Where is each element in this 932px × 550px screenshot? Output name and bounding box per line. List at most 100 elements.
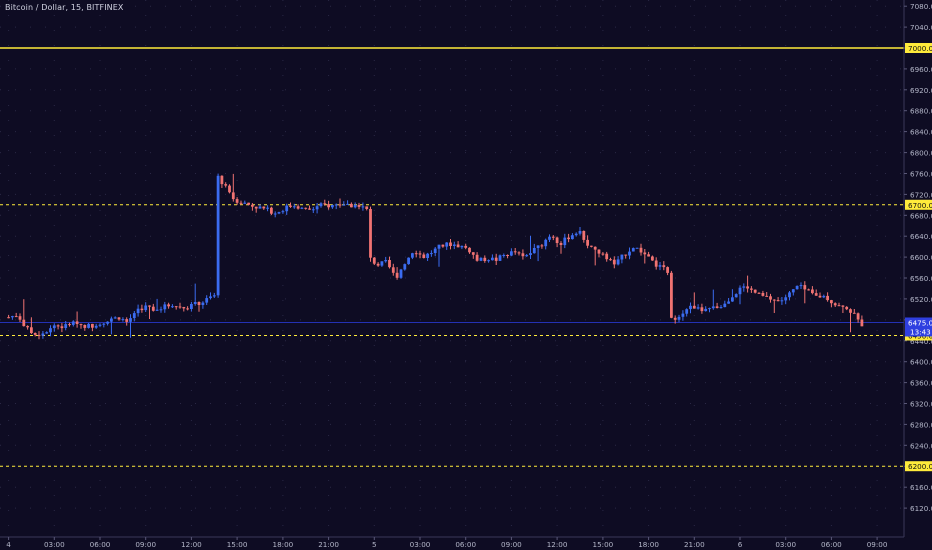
candle-body	[788, 292, 791, 298]
candle-body	[235, 199, 239, 203]
candle-body	[532, 248, 536, 254]
candle-body	[578, 231, 582, 234]
candle-body	[110, 318, 113, 322]
candle-body	[369, 209, 372, 258]
candle-body	[407, 257, 410, 265]
candle-body	[186, 308, 189, 310]
candle-body	[563, 237, 567, 246]
candle-body	[475, 254, 479, 261]
candle-body	[129, 318, 132, 322]
candle-body	[845, 306, 849, 310]
candle-body	[251, 204, 254, 207]
candle-body	[799, 285, 803, 287]
candle-body	[814, 293, 818, 296]
candle-body	[262, 206, 266, 209]
candlestick-series	[7, 173, 864, 340]
time-tick-label: 5	[372, 540, 377, 549]
time-tick-label: 15:00	[593, 540, 614, 549]
candle-body	[536, 245, 540, 248]
level-label-bg	[905, 461, 932, 472]
candle-body	[860, 319, 864, 327]
price-tick-label: 6760.0	[910, 170, 932, 179]
candle-body	[719, 307, 723, 309]
candle-body	[487, 260, 490, 262]
time-tick-label: 6	[738, 540, 743, 549]
candle-body	[689, 305, 692, 310]
candle-body	[654, 260, 658, 267]
candle-body	[315, 206, 319, 210]
price-tick-label: 6720.0	[910, 190, 932, 199]
time-axis[interactable]: 4 03:00 06:00 09:00 12:00 15:00 18:00 21:00 5 03:…	[6, 537, 888, 549]
candle-body	[639, 247, 643, 253]
candle-body	[746, 286, 749, 289]
candle-body	[723, 303, 727, 308]
candle-body	[750, 288, 753, 290]
price-tick-label: 6560.0	[910, 274, 932, 283]
candle-body	[647, 254, 650, 257]
current-price-label: 6475.0	[908, 319, 932, 328]
candle-body	[132, 313, 136, 319]
candle-body	[231, 192, 235, 200]
price-tick-label: 7080.0	[910, 2, 932, 11]
candle-body	[738, 287, 742, 295]
time-tick-label: 09:00	[501, 540, 522, 549]
candle-body	[197, 302, 201, 305]
candle-body	[331, 205, 334, 208]
candle-body	[113, 317, 117, 319]
level-label-bg	[905, 43, 932, 53]
candle-body	[559, 243, 563, 245]
candle-body	[666, 267, 669, 273]
candle-body	[18, 316, 22, 320]
candle-body	[136, 308, 140, 314]
candle-body	[734, 294, 738, 298]
candle-body	[609, 259, 612, 261]
candle-body	[677, 316, 681, 320]
candle-body	[624, 254, 628, 256]
candle-body	[37, 334, 41, 336]
candle-body	[190, 304, 193, 309]
candle-body	[140, 308, 144, 311]
candle-body	[125, 319, 129, 322]
candle-body	[555, 237, 559, 243]
candle-body	[338, 204, 342, 206]
time-tick-label: 06:00	[90, 540, 111, 549]
candle-body	[159, 309, 163, 311]
time-tick-label: 4	[6, 540, 11, 549]
candle-body	[144, 305, 148, 311]
price-tick-label: 6520.0	[910, 295, 932, 304]
candle-body	[14, 316, 18, 318]
candle-body	[228, 185, 231, 193]
price-tick-label: 6640.0	[910, 232, 932, 241]
candle-body	[841, 305, 845, 307]
candle-body	[220, 175, 224, 185]
candle-body	[471, 252, 475, 255]
candle-body	[780, 300, 784, 302]
candle-body	[498, 255, 502, 261]
candle-body	[83, 325, 87, 328]
candle-body	[468, 247, 471, 253]
candle-body	[605, 253, 609, 260]
candle-body	[308, 208, 311, 210]
candle-body	[449, 242, 452, 246]
level-label: 7000.0	[908, 44, 932, 53]
candle-body	[281, 211, 285, 213]
candle-body	[94, 325, 98, 328]
price-tick-label: 6880.0	[910, 107, 932, 116]
candle-body	[548, 236, 551, 240]
candle-body	[209, 296, 212, 299]
time-tick-label: 21:00	[684, 540, 705, 549]
candle-body	[567, 237, 570, 240]
candle-body	[411, 253, 414, 258]
horizontal-levels[interactable]	[0, 47, 904, 467]
candle-body	[628, 251, 631, 256]
candle-body	[167, 304, 170, 307]
candle-body	[384, 260, 388, 262]
candle-body	[30, 327, 33, 333]
candle-body	[418, 253, 422, 255]
candle-body	[399, 269, 403, 278]
candle-body	[753, 289, 757, 293]
candle-body	[68, 324, 71, 326]
candle-body	[311, 209, 315, 211]
candle-body	[833, 303, 837, 306]
